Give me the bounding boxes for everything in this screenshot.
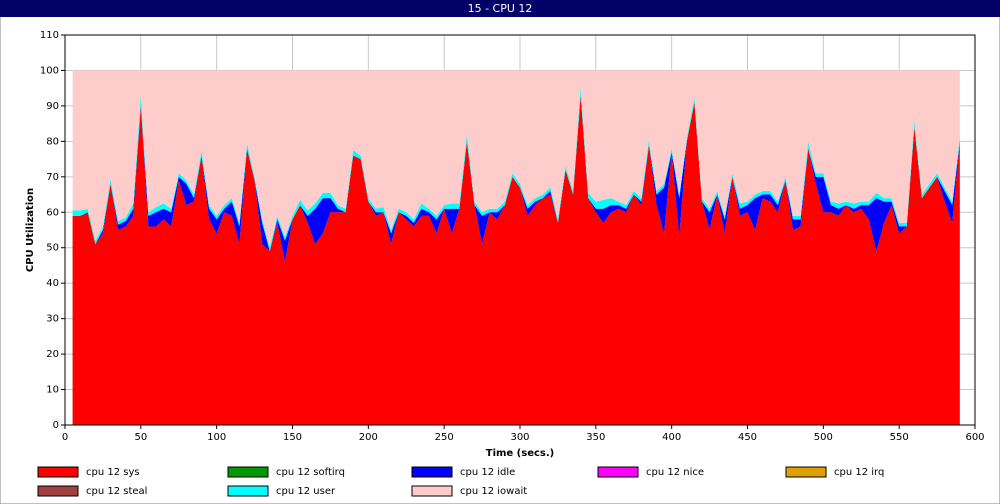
legend-swatch <box>411 466 453 478</box>
area <box>72 95 960 426</box>
x-tick-label: 300 <box>510 432 529 443</box>
x-tick-label: 450 <box>738 432 757 443</box>
legend-label: cpu 12 nice <box>646 467 704 478</box>
x-tick-label: 500 <box>814 432 833 443</box>
y-tick-label: 10 <box>46 385 59 396</box>
legend-label: cpu 12 steal <box>86 486 147 497</box>
x-tick-label: 600 <box>965 432 984 443</box>
legend-label: cpu 12 softirq <box>276 467 345 478</box>
x-tick-label: 100 <box>207 432 226 443</box>
x-tick-label: 0 <box>62 432 68 443</box>
plot-border <box>64 34 976 426</box>
y-tick-label: 0 <box>53 420 59 431</box>
legend-swatch <box>411 485 453 497</box>
x-tick-label: 200 <box>359 432 378 443</box>
legend-swatch <box>597 466 639 478</box>
y-tick-label: 50 <box>46 243 59 254</box>
y-tick-label: 90 <box>46 101 59 112</box>
x-tick-label: 250 <box>435 432 454 443</box>
y-tick-label: 40 <box>46 278 59 289</box>
x-tick-label: 550 <box>890 432 909 443</box>
x-tick-label: 400 <box>662 432 681 443</box>
legend-label: cpu 12 user <box>276 486 336 497</box>
x-axis-label: Time (secs.) <box>486 448 555 459</box>
legend-swatch <box>227 485 269 497</box>
y-axis-label: CPU Utilization <box>25 188 36 272</box>
x-tick-label: 150 <box>283 432 302 443</box>
y-tick-label: 30 <box>46 314 59 325</box>
legend-swatch <box>227 466 269 478</box>
x-tick-label: 50 <box>134 432 147 443</box>
y-tick-label: 100 <box>40 65 59 76</box>
legend-swatch <box>37 485 79 497</box>
legend-label: cpu 12 idle <box>460 467 515 478</box>
y-tick-label: 80 <box>46 136 59 147</box>
y-tick-label: 70 <box>46 172 59 183</box>
y-tick-label: 110 <box>40 30 59 41</box>
legend-label: cpu 12 sys <box>86 467 140 478</box>
title-bar <box>0 0 1000 17</box>
x-tick-label: 350 <box>586 432 605 443</box>
legend-label: cpu 12 iowait <box>460 486 527 497</box>
y-tick-label: 60 <box>46 207 59 218</box>
legend-swatch <box>37 466 79 478</box>
legend-label: cpu 12 irq <box>834 467 884 478</box>
area <box>72 70 960 248</box>
legend-swatch <box>785 466 827 478</box>
y-tick-label: 20 <box>46 349 59 360</box>
chart-title: 15 - CPU 12 <box>468 2 533 15</box>
